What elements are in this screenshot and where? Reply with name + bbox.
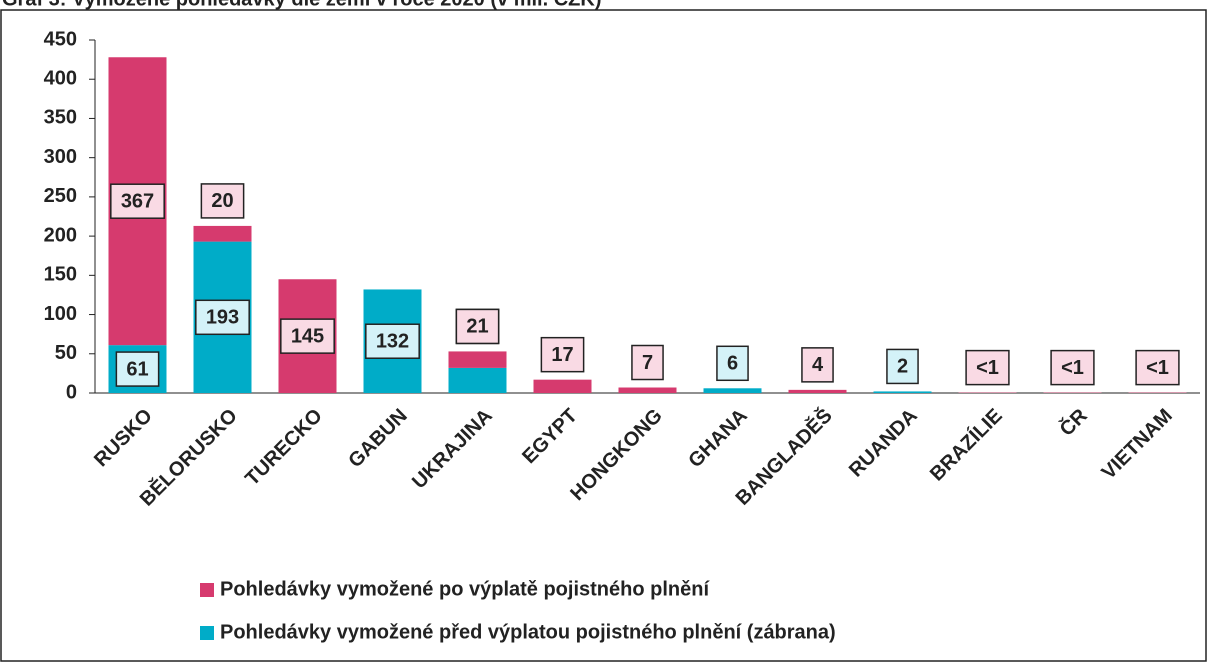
bar-segment xyxy=(448,367,507,393)
label-box xyxy=(110,183,165,219)
legend-swatch xyxy=(200,626,214,640)
x-tick-label: ČR xyxy=(1054,403,1092,441)
bar-segment xyxy=(788,389,847,393)
y-tick-label: 450 xyxy=(44,28,77,50)
y-tick-label: 150 xyxy=(44,264,77,286)
data-label: 145 xyxy=(291,325,324,347)
x-tick-label: RUSKO xyxy=(90,405,157,472)
data-label: 17 xyxy=(551,344,573,366)
y-tick-label: 300 xyxy=(44,146,77,168)
y-tick-label: 400 xyxy=(44,68,77,90)
y-tick-label: 350 xyxy=(44,107,77,129)
data-label: <1 xyxy=(976,357,999,379)
x-tick-label: HONGKONG xyxy=(566,405,666,505)
x-tick-label: UKRAJINA xyxy=(408,405,497,494)
label-box xyxy=(886,348,919,385)
data-label: 20 xyxy=(211,190,233,212)
frame xyxy=(0,9,1207,662)
label-box xyxy=(365,323,420,359)
y-tick-label: 100 xyxy=(44,303,77,325)
label-box xyxy=(965,349,1010,386)
bar-segment xyxy=(703,388,762,393)
x-tick-label: RUANDA xyxy=(845,405,922,482)
data-label: 61 xyxy=(126,358,148,380)
chart-title: Graf 3: Vymožené pohledávky dle zemí v r… xyxy=(2,0,601,10)
x-tick-label: GABUN xyxy=(344,405,411,472)
data-label: 21 xyxy=(466,316,488,338)
data-label: 7 xyxy=(642,352,653,374)
bar-segment xyxy=(618,387,677,393)
label-box xyxy=(115,351,160,387)
bar-segment xyxy=(193,225,252,242)
legend-label: Pohledávky vymožené po výplatě pojistnéh… xyxy=(220,578,710,600)
x-tick-label: VIETNAM xyxy=(1098,405,1177,484)
x-tick-label: BRAZÍLIE xyxy=(925,404,1006,485)
bar-segment xyxy=(873,391,932,393)
data-label: 6 xyxy=(727,353,738,375)
label-box xyxy=(1050,349,1095,386)
label-box xyxy=(455,308,500,345)
data-label: 132 xyxy=(376,331,409,353)
label-box xyxy=(1135,349,1180,386)
y-tick-label: 50 xyxy=(55,342,77,364)
label-box xyxy=(280,318,335,354)
bar-segment xyxy=(533,379,592,393)
legend-label: Pohledávky vymožené před výplatou pojist… xyxy=(220,621,836,643)
label-box xyxy=(540,336,585,373)
label-box xyxy=(631,344,664,381)
data-label: 4 xyxy=(812,354,824,376)
data-label: 367 xyxy=(121,190,154,212)
legend-swatch xyxy=(200,583,214,597)
data-label: 2 xyxy=(897,356,908,378)
data-label: <1 xyxy=(1146,357,1169,379)
data-label: <1 xyxy=(1061,357,1084,379)
bar-segment xyxy=(448,351,507,368)
label-box xyxy=(716,345,749,382)
label-box xyxy=(801,347,834,383)
label-box xyxy=(195,299,250,336)
x-tick-label: EGYPT xyxy=(518,405,581,468)
y-tick-label: 250 xyxy=(44,185,77,207)
x-tick-label: TURECKO xyxy=(241,405,326,490)
label-box xyxy=(200,183,245,219)
y-tick-label: 0 xyxy=(66,381,77,403)
x-tick-label: GHANA xyxy=(684,405,751,472)
y-tick-label: 200 xyxy=(44,224,77,246)
data-label: 193 xyxy=(206,307,239,329)
